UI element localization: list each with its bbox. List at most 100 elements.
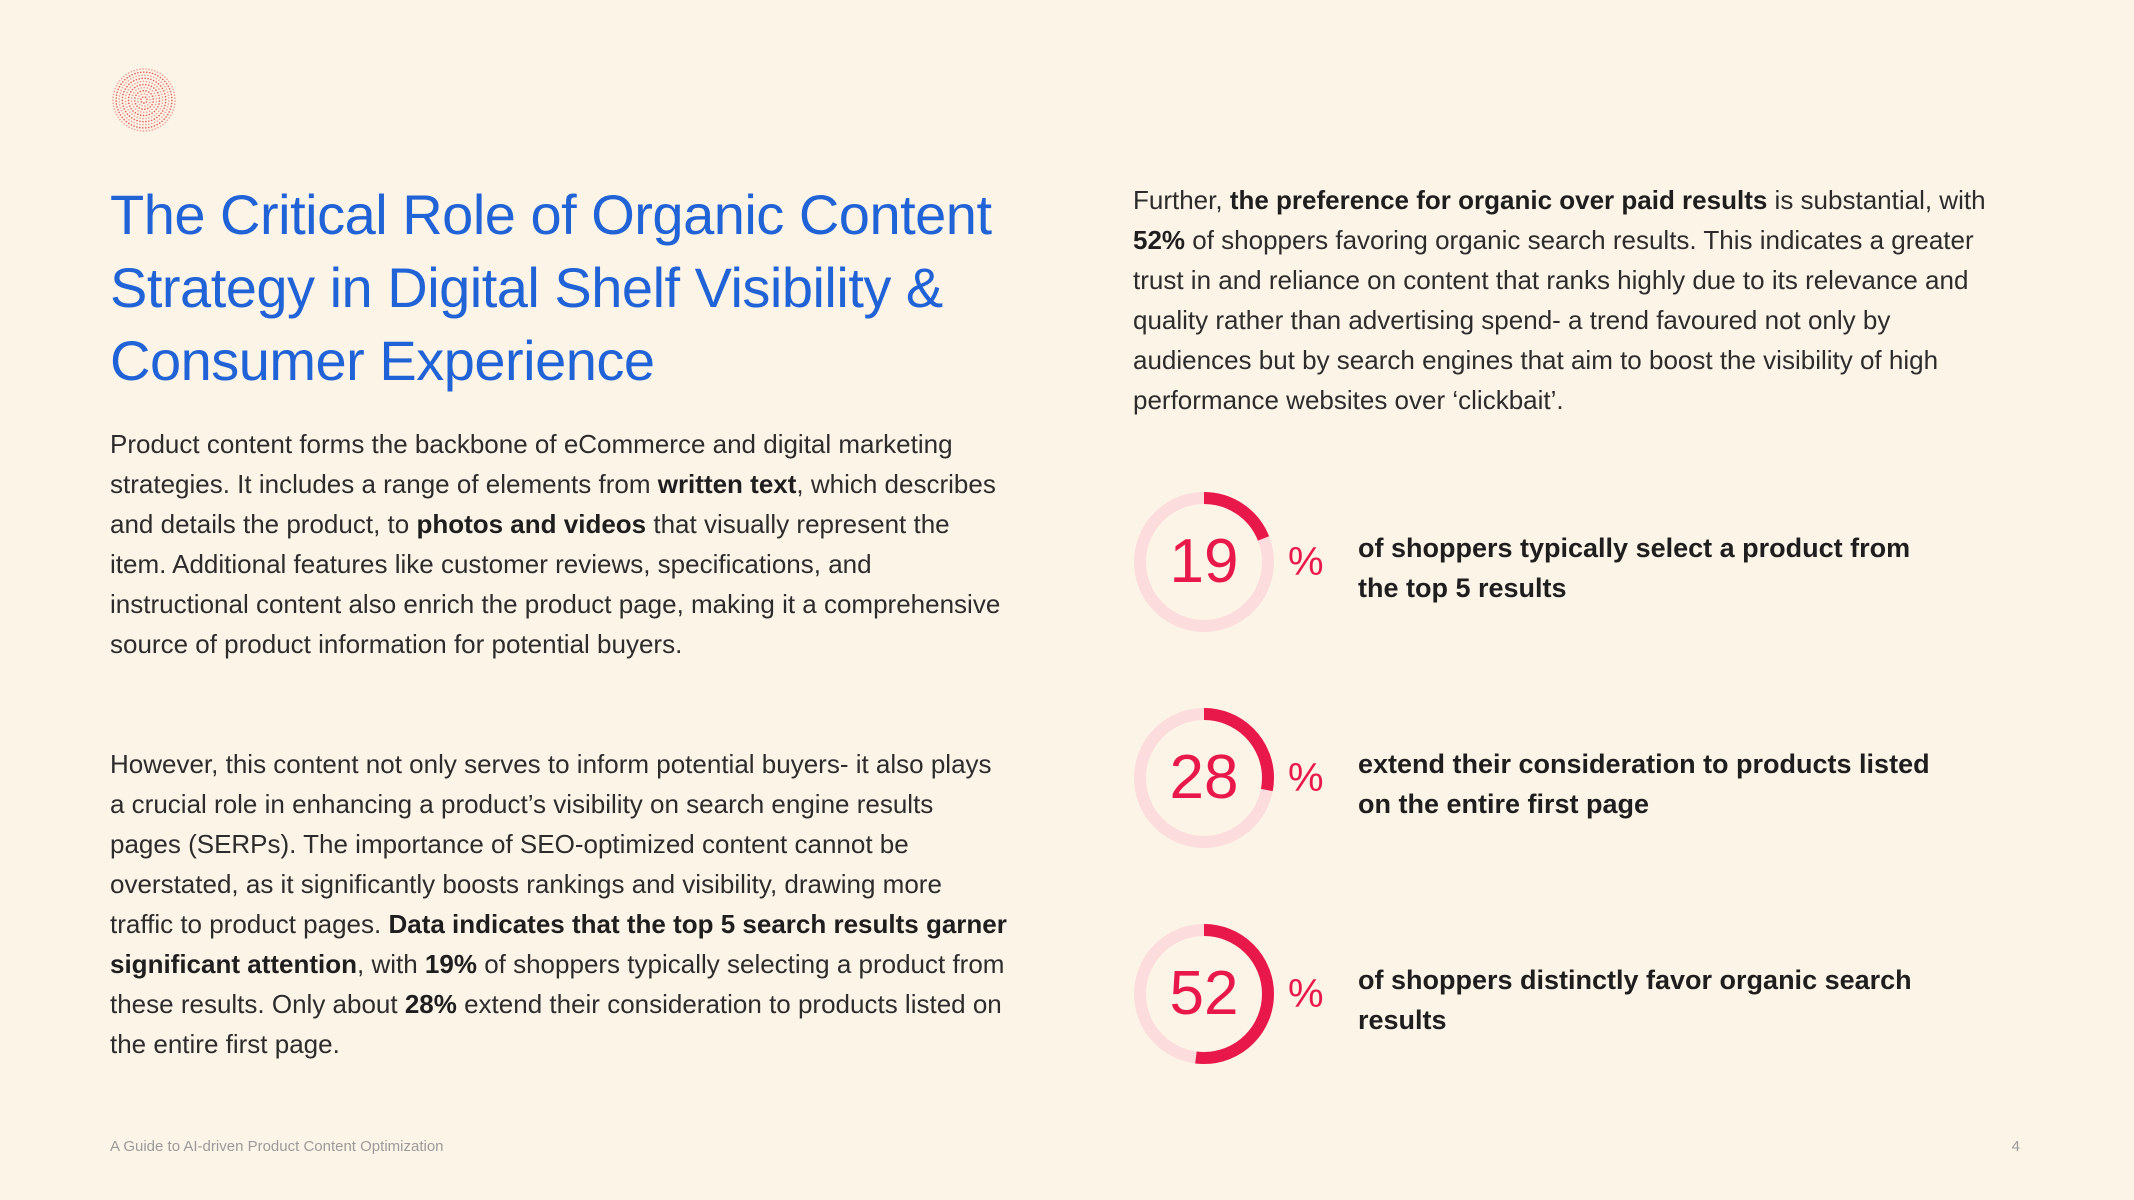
- logo-dot: [137, 110, 139, 112]
- logo-dot: [161, 96, 164, 99]
- page-title: The Critical Role of Organic Content Str…: [110, 183, 992, 392]
- logo-dot: [139, 111, 142, 113]
- stat-percent-sign: %: [1288, 972, 1324, 1016]
- logo-dot: [173, 106, 176, 109]
- seo-text-4: extend their consideration to products l…: [110, 989, 1002, 1059]
- progress-ring-svg: [1134, 708, 1274, 848]
- logo-dot: [119, 106, 122, 109]
- logo-dot: [132, 105, 135, 108]
- logo-dot: [169, 83, 172, 85]
- logo-dot: [160, 93, 163, 96]
- intro-text-2: , which describes and details the produc…: [110, 469, 996, 539]
- logo-dot: [145, 130, 148, 132]
- logo-dot: [165, 88, 168, 91]
- logo-dot: [115, 103, 118, 105]
- logo-dot: [130, 100, 133, 103]
- logo-dot: [159, 72, 161, 75]
- logo-dot: [163, 118, 166, 121]
- logo-dot: [142, 83, 144, 86]
- logo-dot: [154, 128, 157, 130]
- logo-dot: [141, 74, 143, 77]
- logo-dot: [155, 116, 158, 119]
- logo-dot: [150, 92, 152, 95]
- organic-text-1: Further,: [1133, 185, 1230, 215]
- logo-dot: [164, 98, 167, 101]
- logo-dot: [120, 109, 123, 112]
- logo-dot: [174, 97, 176, 100]
- logo-dot: [149, 98, 152, 101]
- logo-dot: [156, 120, 159, 122]
- logo-dot: [133, 91, 135, 94]
- logo-dot: [124, 97, 127, 100]
- seo-paragraph: However, this content not only serves to…: [110, 744, 1010, 1064]
- logo-dot: [145, 120, 147, 123]
- logo-dot: [127, 108, 130, 111]
- logo-dot: [135, 89, 137, 92]
- seo-text-1: However, this content not only serves to…: [110, 749, 992, 939]
- logo-dot: [158, 118, 161, 121]
- logo-dot: [142, 120, 144, 123]
- logo-dot: [163, 80, 166, 83]
- logo-dot: [147, 77, 149, 80]
- logo-dot: [131, 94, 134, 97]
- logo-dot: [130, 117, 133, 119]
- logo-dot: [118, 111, 120, 114]
- stat-label: extend their consideration to products l…: [1358, 749, 1930, 819]
- logo-dot: [151, 82, 154, 85]
- logo-dot: [150, 75, 152, 78]
- logo-dot: [148, 129, 151, 132]
- logo-dot: [164, 101, 167, 104]
- logo-dot: [131, 84, 134, 87]
- logo-dot: [140, 98, 142, 101]
- logo-dot: [137, 88, 140, 90]
- logo-dot: [121, 116, 124, 119]
- logo-dot: [130, 81, 133, 84]
- logo-dot: [173, 103, 176, 106]
- logo-dot: [161, 74, 164, 77]
- logo-dot: [141, 77, 143, 80]
- logo-dot: [125, 94, 127, 97]
- logo-dot: [134, 111, 137, 114]
- logo-dot: [145, 68, 147, 70]
- logo-dot: [157, 94, 160, 97]
- logo-dot: [115, 84, 118, 87]
- logo-dot: [150, 116, 153, 118]
- logo-dot: [148, 71, 151, 74]
- logo-dot: [153, 125, 156, 127]
- logo-dot: [137, 113, 139, 116]
- logo-dot: [152, 79, 155, 82]
- logo-dot: [133, 118, 136, 121]
- logo-dot: [173, 94, 176, 97]
- logo-dot: [156, 85, 158, 88]
- logo-dot: [172, 88, 175, 91]
- logo-dot: [144, 74, 146, 77]
- logo-dot: [141, 127, 144, 129]
- logo-dot: [136, 122, 138, 125]
- logo-dot: [143, 86, 146, 89]
- logo-dot: [154, 103, 157, 106]
- logo-dot: [136, 81, 139, 84]
- stat-value: 28: [1169, 743, 1239, 812]
- logo-dot: [134, 82, 136, 85]
- logo-dot: [115, 94, 118, 96]
- logo-dot: [125, 106, 128, 108]
- logo-dot: [157, 105, 159, 108]
- footer-text: A Guide to AI-driven Product Content Opt…: [110, 1138, 444, 1155]
- logo-dot: [167, 94, 170, 96]
- logo-dot: [133, 69, 136, 72]
- logo-dot: [131, 103, 134, 105]
- logo-dot: [145, 101, 148, 103]
- ring-progress-arc: [1134, 492, 1274, 632]
- logo-dot: [170, 102, 173, 105]
- logo-dot: [127, 89, 130, 91]
- organic-text-3: of shoppers favoring organic search resu…: [1133, 225, 1974, 415]
- logo-dot: [157, 83, 160, 85]
- logo-dot: [166, 106, 169, 108]
- logo-dot: [121, 99, 124, 102]
- logo-dot: [114, 87, 117, 90]
- logo-dot: [143, 102, 145, 104]
- logo-dot: [171, 85, 173, 88]
- logo-dot: [144, 77, 146, 80]
- logo-dot: [126, 85, 128, 88]
- logo-dot: [133, 115, 136, 117]
